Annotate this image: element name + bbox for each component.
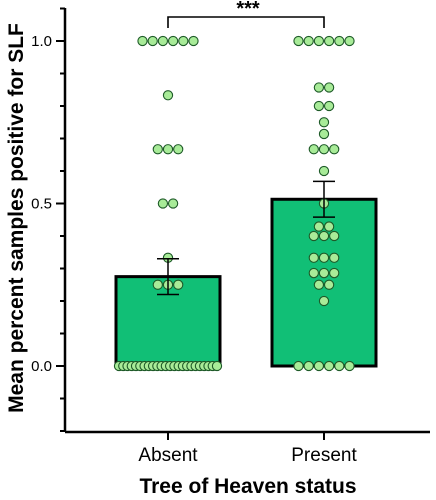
data-point: [313, 82, 325, 93]
data-point: [318, 165, 330, 177]
data-point: [323, 35, 335, 47]
y-tick-label: 1.0: [31, 33, 52, 50]
data-point: [152, 279, 163, 290]
data-point: [162, 144, 174, 155]
data-point: [344, 35, 355, 47]
data-point: [323, 221, 335, 232]
data-point: [152, 144, 163, 155]
x-axis-title: Tree of Heaven status: [139, 475, 356, 498]
data-point: [308, 267, 319, 279]
data-point: [318, 295, 330, 307]
y-axis-title: Mean percent samples positive for SLF: [5, 23, 28, 413]
data-point: [313, 221, 325, 232]
data-point: [329, 252, 340, 263]
data-point: [157, 35, 169, 47]
data-point: [329, 144, 340, 155]
data-point: [313, 35, 325, 47]
plot-area: 0.0 0.5 1.0 Absent Present: [31, 7, 430, 466]
data-point: [308, 230, 319, 242]
data-point: [173, 144, 184, 155]
data-point: [329, 267, 340, 279]
y-tick-label: 0.0: [31, 358, 52, 375]
data-point: [318, 144, 330, 155]
significance-bracket: [167, 16, 325, 28]
data-point: [334, 360, 345, 372]
y-tick-label: 0.5: [31, 196, 52, 213]
data-point: [211, 360, 223, 372]
data-point: [308, 252, 319, 263]
data-point: [293, 35, 304, 47]
data-point: [162, 90, 174, 101]
data-point: [318, 128, 330, 140]
data-point: [313, 360, 325, 372]
data-point: [137, 35, 148, 47]
data-point: [313, 279, 325, 290]
data-point: [318, 267, 330, 279]
data-point: [293, 360, 304, 372]
data-point: [318, 117, 330, 128]
x-tick-label: Absent: [138, 445, 198, 466]
significance-label: ***: [236, 0, 260, 20]
data-point: [173, 279, 184, 290]
data-point: [323, 360, 335, 372]
data-point: [318, 230, 330, 242]
data-point: [323, 279, 335, 290]
data-point: [303, 35, 314, 47]
data-point: [318, 252, 330, 263]
data-point: [147, 35, 158, 47]
bar: [270, 197, 378, 368]
data-point: [313, 100, 325, 112]
data-point: [323, 100, 335, 112]
x-tick-label: Present: [291, 445, 357, 466]
data-point: [167, 198, 179, 209]
data-point: [329, 230, 340, 242]
data-point: [344, 360, 355, 372]
data-point: [178, 35, 189, 47]
data-point: [188, 35, 199, 47]
data-point: [167, 35, 179, 47]
data-point: [334, 35, 345, 47]
data-point: [308, 144, 319, 155]
data-point: [303, 360, 314, 372]
data-point: [323, 82, 335, 93]
data-point: [157, 198, 169, 209]
